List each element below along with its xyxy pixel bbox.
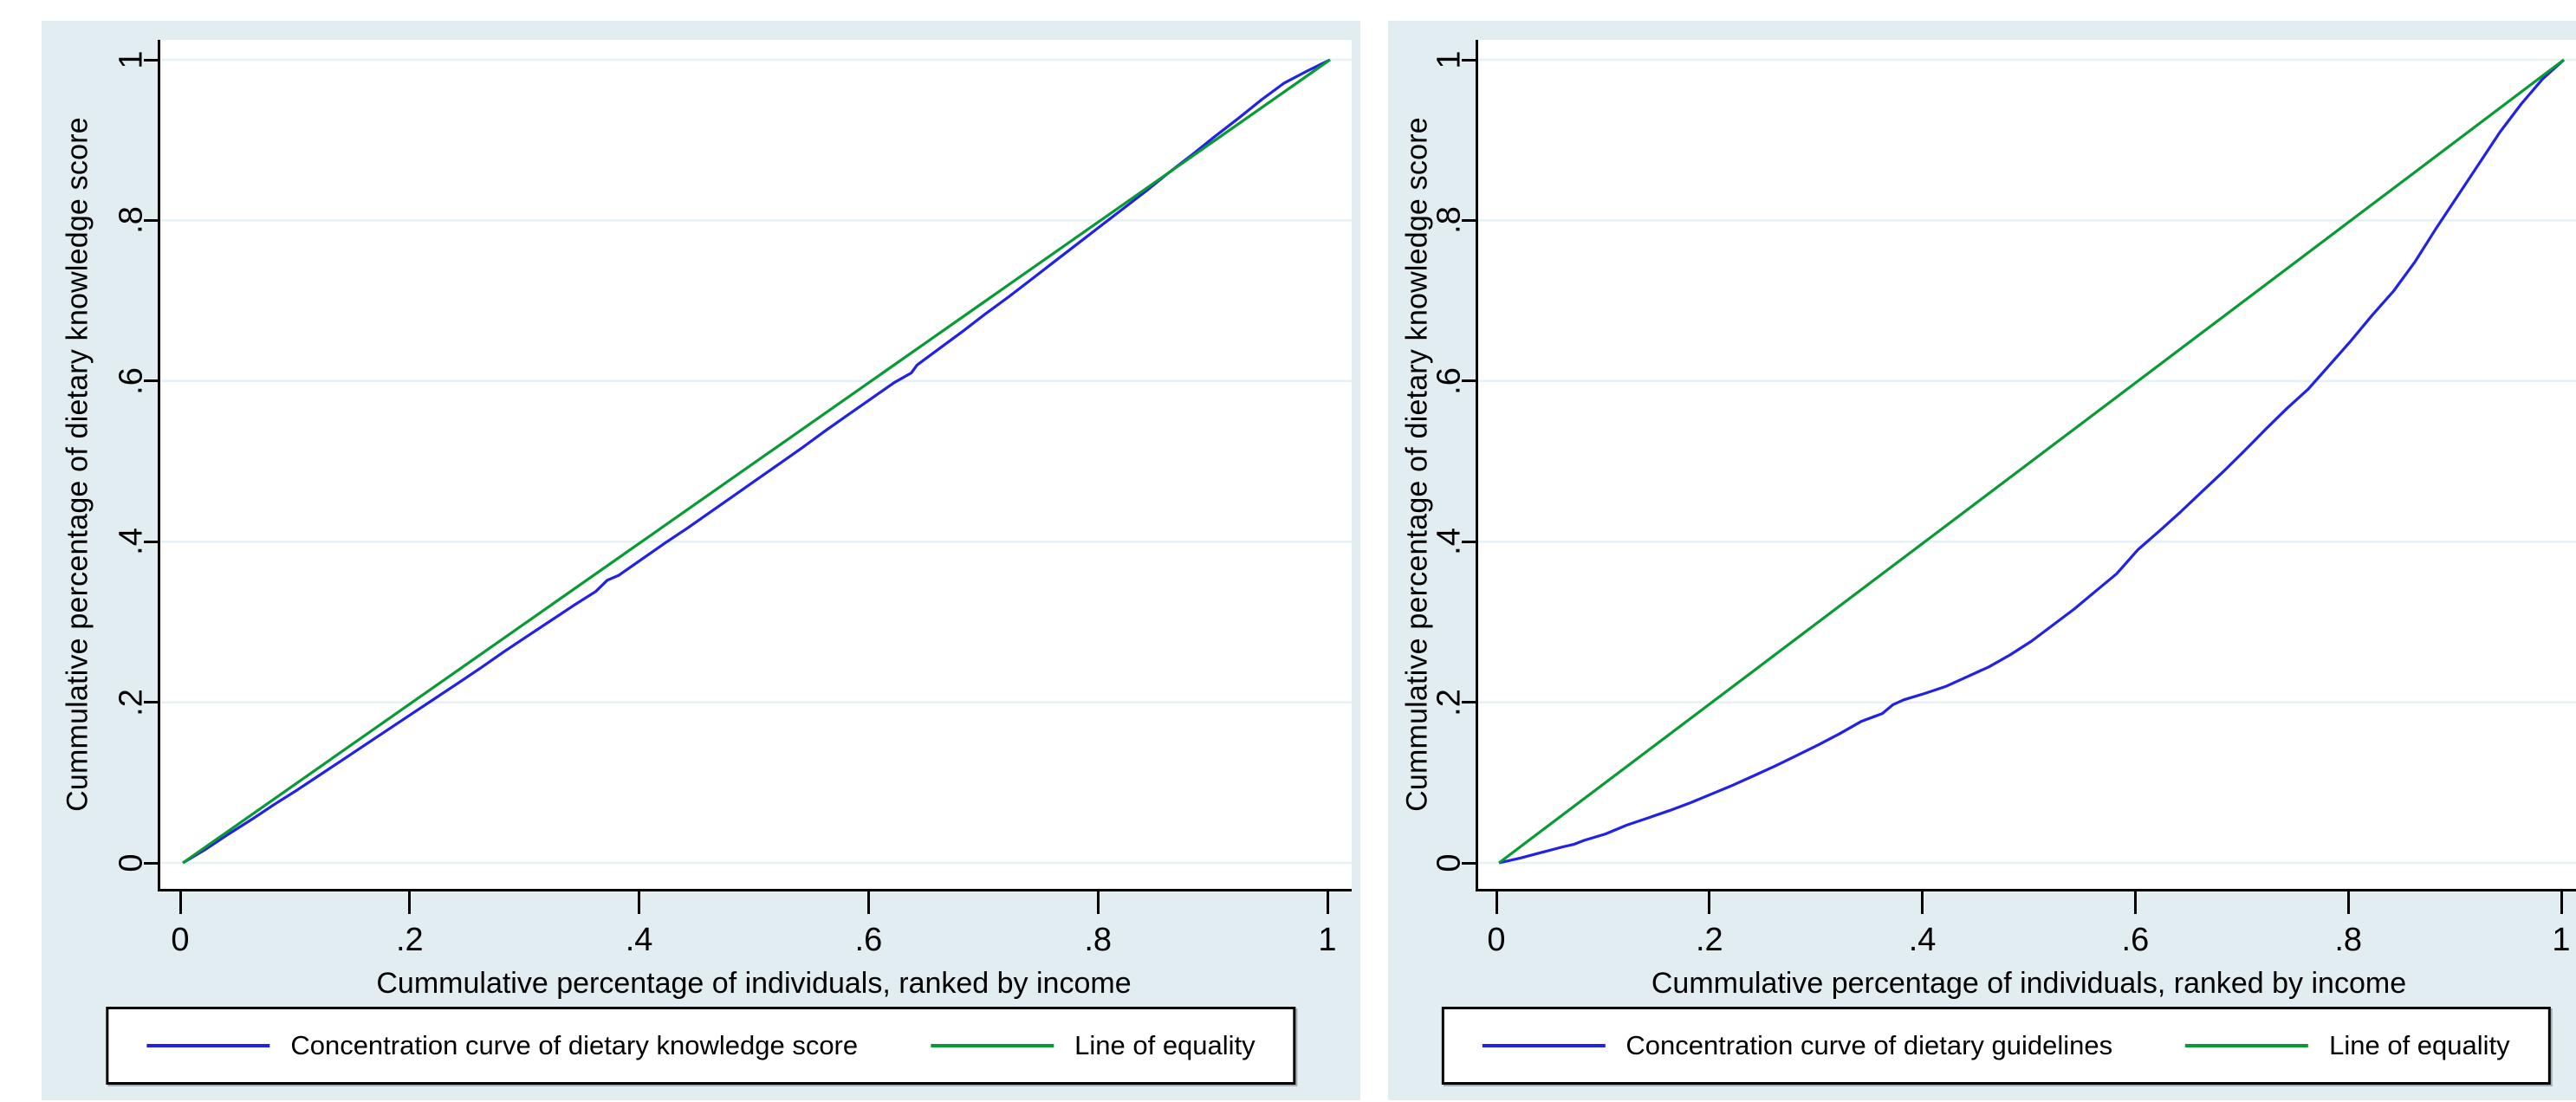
y-axis-title: Cummulative percentage of dietary knowle… [1400,117,1434,812]
x-tick-mark [1495,891,1498,914]
x-tick-label: .8 [2334,922,2363,958]
y-tick-mark [1462,701,1476,704]
chart-canvas [160,58,1352,865]
legend-label: Concentration curve of dietary guideline… [1625,1030,2113,1060]
x-tick-label: .6 [854,922,883,958]
legend-line-concentration-curve [1482,1044,1606,1047]
series-concentration-curve-of-dietary-guidelines [1498,58,2566,865]
plot-area [158,40,1352,891]
x-tick-mark [178,891,182,914]
y-tick-mark [1462,58,1476,62]
y-tick-mark [144,540,158,543]
legend-entry: Concentration curve of dietary knowledge… [146,1030,858,1061]
legend-entry: Line of equality [931,1030,1256,1061]
x-axis-title: Cummulative percentage of individuals, r… [1651,967,2407,1000]
y-tick-label: .4 [1431,528,1468,556]
x-tick-label: 1 [1318,922,1337,958]
y-tick-label: .2 [113,688,150,716]
y-tick-label: 1 [113,50,150,69]
concentration-chart-dietary-guidelines: Cummulative percentage of dietary knowle… [1388,21,2576,1100]
x-tick-mark [408,891,412,914]
y-tick-mark [1462,861,1476,865]
legend-label: Line of equality [1074,1030,1256,1060]
y-tick-label: 0 [1431,853,1468,872]
x-tick-mark [2133,891,2137,914]
legend-line-equality [2185,1044,2309,1047]
x-tick-label: 0 [1487,922,1506,958]
legend-entry: Concentration curve of dietary guideline… [1482,1030,2112,1061]
series-line-of-equality [1498,58,2565,865]
x-axis-title: Cummulative percentage of individuals, r… [376,967,1132,1000]
y-tick-mark [1462,379,1476,383]
y-tick-mark [1462,540,1476,543]
y-tick-label: 1 [1431,50,1468,69]
series-line-of-equality [182,58,1331,865]
plot-area [1476,40,2576,891]
series-concentration-curve-of-dietary-knowledge-score [182,58,1331,865]
concentration-chart-dietary-knowledge: Cummulative percentage of dietary knowle… [42,21,1360,1100]
legend-label: Concentration curve of dietary knowledge… [290,1030,859,1060]
y-tick-mark [144,58,158,62]
y-tick-label: 0 [113,853,150,872]
x-tick-mark [1921,891,1924,914]
y-tick-mark [144,379,158,383]
y-tick-label: .6 [113,366,150,395]
y-tick-label: .6 [1431,366,1468,395]
legend-line-equality [931,1044,1054,1047]
y-tick-mark [144,701,158,704]
legend-line-concentration-curve [146,1044,270,1047]
legend-entry: Line of equality [2185,1030,2510,1061]
x-tick-label: .6 [2121,922,2150,958]
legend: Concentration curve of dietary knowledge… [106,1007,1296,1085]
x-tick-mark [638,891,641,914]
legend: Concentration curve of dietary guideline… [1441,1007,2551,1085]
x-tick-label: .8 [1084,922,1113,958]
y-tick-label: .8 [113,206,150,235]
y-tick-mark [1462,218,1476,222]
x-tick-mark [2346,891,2350,914]
x-tick-label: .2 [395,922,424,958]
x-tick-label: 1 [2552,922,2571,958]
x-tick-mark [1326,891,1329,914]
x-tick-label: .2 [1695,922,1723,958]
x-tick-mark [866,891,870,914]
x-tick-label: .4 [1908,922,1937,958]
chart-canvas [1478,58,2576,865]
y-tick-label: .8 [1431,206,1468,235]
y-tick-mark [144,861,158,865]
y-tick-label: .4 [113,528,150,556]
x-tick-mark [2560,891,2563,914]
x-tick-mark [1708,891,1711,914]
y-tick-label: .2 [1431,688,1468,716]
legend-label: Line of equality [2329,1030,2510,1060]
x-tick-mark [1096,891,1100,914]
y-tick-mark [144,218,158,222]
y-axis-title: Cummulative percentage of dietary knowle… [61,117,94,812]
x-tick-label: .4 [625,922,653,958]
x-tick-label: 0 [171,922,190,958]
